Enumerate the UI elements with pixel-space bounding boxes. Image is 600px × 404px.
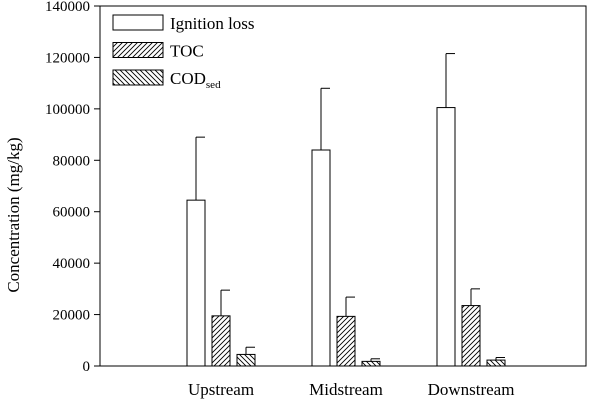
bar-ignition-loss-midstream bbox=[311, 149, 331, 367]
error-bar bbox=[470, 288, 480, 306]
legend-swatch bbox=[112, 14, 164, 31]
error-bars-layer bbox=[195, 53, 505, 362]
y-tick-label: 120000 bbox=[45, 50, 90, 66]
y-tick-label: 40000 bbox=[53, 256, 91, 272]
y-tick-label: 100000 bbox=[45, 102, 90, 118]
legend-label: Ignition loss bbox=[170, 14, 255, 33]
x-category-label: Downstream bbox=[428, 380, 515, 399]
error-bar bbox=[370, 358, 380, 362]
y-axis-title: Concentration (mg/kg) bbox=[4, 137, 23, 292]
y-tick-label: 80000 bbox=[53, 153, 91, 169]
bar-ignition-loss-upstream bbox=[186, 199, 206, 367]
bar-toc-midstream bbox=[336, 315, 356, 367]
legend-item: CODsed bbox=[112, 69, 221, 91]
legend: Ignition loss TOC CODsed bbox=[112, 14, 255, 91]
legend-label: CODsed bbox=[170, 69, 221, 91]
bar-toc-downstream bbox=[461, 305, 481, 367]
legend-label: TOC bbox=[170, 42, 204, 61]
bar-cod-downstream bbox=[486, 359, 506, 367]
legend-item: Ignition loss bbox=[112, 14, 255, 33]
bar-cod-upstream bbox=[236, 353, 256, 367]
bar-cod-midstream bbox=[361, 360, 381, 367]
error-bar bbox=[245, 346, 255, 355]
y-tick-label: 0 bbox=[83, 359, 91, 375]
x-category-label: Upstream bbox=[188, 380, 254, 399]
y-tick-label: 60000 bbox=[53, 205, 91, 221]
error-bar bbox=[195, 136, 205, 201]
y-axis: 0 20000 40000 60000 80000 100000 120000 140000 bbox=[45, 0, 100, 375]
legend-swatch bbox=[112, 42, 164, 58]
bar-toc-upstream bbox=[211, 315, 231, 367]
error-bar bbox=[220, 289, 230, 316]
error-bar bbox=[320, 87, 330, 150]
bar-ignition-loss-downstream bbox=[436, 107, 456, 367]
error-bar bbox=[495, 357, 505, 361]
bars-layer bbox=[186, 107, 506, 367]
error-bar bbox=[445, 53, 455, 108]
y-tick-label: 20000 bbox=[53, 308, 91, 324]
x-axis: Upstream Midstream Downstream bbox=[188, 380, 514, 399]
y-tick-label: 140000 bbox=[45, 0, 90, 15]
error-bar bbox=[345, 296, 355, 317]
x-category-label: Midstream bbox=[309, 380, 383, 399]
legend-item: TOC bbox=[112, 42, 204, 61]
legend-swatch bbox=[112, 69, 164, 86]
